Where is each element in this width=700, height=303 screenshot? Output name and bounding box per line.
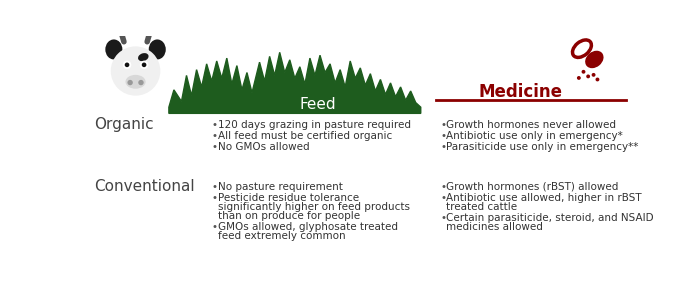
Text: •: • xyxy=(440,193,446,203)
Bar xyxy=(169,107,421,113)
Circle shape xyxy=(582,70,585,74)
Circle shape xyxy=(140,61,148,69)
Text: Organic: Organic xyxy=(94,117,153,132)
Text: •: • xyxy=(211,131,218,141)
Text: •: • xyxy=(440,119,446,129)
Text: •: • xyxy=(440,182,446,192)
Text: •: • xyxy=(211,119,218,129)
Polygon shape xyxy=(169,52,421,113)
Text: •: • xyxy=(440,131,446,141)
Text: Feed: Feed xyxy=(300,97,337,112)
Text: Antibiotic use allowed, higher in rBST: Antibiotic use allowed, higher in rBST xyxy=(447,193,642,203)
Ellipse shape xyxy=(148,39,166,59)
Circle shape xyxy=(596,78,599,82)
Text: Parasiticide use only in emergency**: Parasiticide use only in emergency** xyxy=(447,142,638,152)
Circle shape xyxy=(592,73,596,77)
Text: significantly higher on feed products: significantly higher on feed products xyxy=(218,202,410,212)
Text: •: • xyxy=(211,142,218,152)
Text: Medicine: Medicine xyxy=(479,83,563,101)
Circle shape xyxy=(141,62,146,67)
Text: •: • xyxy=(211,222,218,232)
Text: •: • xyxy=(211,182,218,192)
Text: No GMOs allowed: No GMOs allowed xyxy=(218,142,309,152)
Ellipse shape xyxy=(125,75,146,89)
Circle shape xyxy=(127,80,133,85)
Text: Certain parasiticide, steroid, and NSAID: Certain parasiticide, steroid, and NSAID xyxy=(447,213,654,223)
Text: Growth hormones never allowed: Growth hormones never allowed xyxy=(447,119,616,129)
Circle shape xyxy=(586,75,590,78)
Text: treated cattle: treated cattle xyxy=(447,202,517,212)
Text: All feed must be certified organic: All feed must be certified organic xyxy=(218,131,392,141)
Ellipse shape xyxy=(138,53,148,61)
Circle shape xyxy=(122,61,132,69)
Text: 120 days grazing in pasture required: 120 days grazing in pasture required xyxy=(218,119,411,129)
Ellipse shape xyxy=(105,39,122,59)
Text: medicines allowed: medicines allowed xyxy=(447,222,543,232)
Circle shape xyxy=(111,46,160,96)
Ellipse shape xyxy=(585,51,603,68)
Text: •: • xyxy=(440,213,446,223)
Text: Pesticide residue tolerance: Pesticide residue tolerance xyxy=(218,193,359,203)
Text: No pasture requirement: No pasture requirement xyxy=(218,182,342,192)
Text: Conventional: Conventional xyxy=(94,179,195,194)
Circle shape xyxy=(577,76,581,80)
Text: GMOs allowed, glyphosate treated: GMOs allowed, glyphosate treated xyxy=(218,222,398,232)
Text: •: • xyxy=(211,193,218,203)
Circle shape xyxy=(125,62,130,67)
Text: Antibiotic use only in emergency*: Antibiotic use only in emergency* xyxy=(447,131,623,141)
Text: •: • xyxy=(440,142,446,152)
Text: feed extremely common: feed extremely common xyxy=(218,231,345,241)
Text: Growth hormones (rBST) allowed: Growth hormones (rBST) allowed xyxy=(447,182,619,192)
Circle shape xyxy=(139,80,143,85)
Text: than on produce for people: than on produce for people xyxy=(218,211,360,221)
